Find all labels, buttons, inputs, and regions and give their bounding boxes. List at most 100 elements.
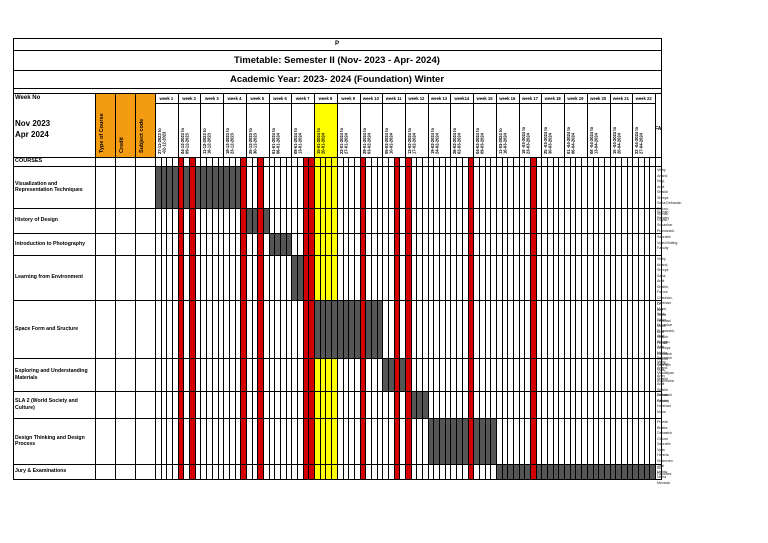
academic-year-subtitle: Academic Year: 2023- 2024 (Foundation) W… (229, 74, 445, 85)
grid-line (387, 157, 389, 479)
week-divider (200, 93, 202, 479)
grid-line (160, 157, 162, 479)
grid-line (319, 157, 321, 479)
header-cell-type-of-course-label (95, 93, 115, 157)
week-divider (450, 93, 452, 479)
week-label: week 6 (273, 96, 287, 101)
grid-line (535, 157, 537, 479)
week-dates: 08 -04-2024 to 13-04-2024 (588, 126, 599, 154)
week-divider (586, 93, 588, 479)
grid-line (626, 157, 628, 479)
week-divider (495, 93, 497, 479)
holiday-column (467, 157, 474, 479)
week-label: week 10 (362, 96, 379, 101)
frame-line (661, 38, 662, 93)
grid-line (512, 157, 514, 479)
grid-line (211, 157, 213, 479)
week-label: week 1 (159, 96, 174, 101)
week-label: week 16 (499, 96, 516, 101)
holiday-column (302, 157, 309, 479)
grid-line (643, 157, 645, 479)
grid-line (376, 157, 378, 479)
grid-line (422, 157, 424, 479)
week-label: week 15 (476, 96, 493, 101)
course-faculty: All Faculties (657, 466, 672, 476)
week-divider (473, 93, 475, 479)
grid-line (325, 157, 327, 479)
grid-line (620, 157, 622, 479)
grid-line (569, 157, 571, 479)
week-divider (268, 93, 270, 479)
term-label: Nov 2023 Apr 2024 (15, 119, 51, 139)
row-line (13, 166, 662, 167)
week-divider (223, 93, 225, 479)
week-label: week 17 (521, 96, 539, 101)
week-divider (564, 93, 566, 479)
grid-line (637, 157, 639, 479)
week-label: week 9 (341, 96, 356, 101)
grid-line (552, 157, 554, 479)
grid-line (530, 157, 531, 479)
grid-line (274, 157, 276, 479)
frame-line (13, 38, 14, 93)
grid-line (172, 157, 174, 479)
holiday-column (530, 157, 536, 479)
grid-line (524, 157, 526, 479)
grid-line (342, 157, 344, 479)
column-divider (155, 93, 156, 479)
week-dates: 26-02-2024 to 02-03-2024 (452, 128, 462, 154)
week-divider (245, 93, 247, 479)
grid-line (444, 157, 446, 479)
course-name: Introduction to Photography (15, 240, 86, 247)
week-divider (518, 93, 520, 479)
grid-line (399, 157, 401, 479)
grid-line (575, 157, 577, 479)
week-label: week 20 (590, 96, 607, 101)
scheduled-block (314, 300, 383, 358)
holiday-column (359, 157, 366, 479)
grid-line (490, 157, 492, 479)
column-divider (135, 93, 136, 479)
week-divider (314, 93, 316, 479)
grid-line (456, 157, 458, 479)
week-label: week 21 (612, 96, 629, 101)
frame-line (13, 50, 662, 51)
timetable-title: Timetable: Semester II (Nov- 2023 - Apr-… (234, 55, 440, 66)
grid-line (598, 157, 600, 479)
grid-line (410, 157, 412, 479)
holiday-column (257, 157, 263, 479)
grid-line (592, 157, 594, 479)
week-dates: 18-12-2023 to 23-12-2023 (225, 128, 235, 154)
row-line (13, 418, 662, 419)
grid-line (206, 157, 208, 479)
week-dates: 01 -04-2024 to 06-04-2024 (566, 126, 576, 154)
week-divider (336, 93, 338, 479)
grid-line (308, 157, 310, 479)
week-dates: 29-01-2024 to 03-02-2024 (361, 128, 371, 154)
holiday-column (177, 157, 184, 479)
grid-line (285, 157, 287, 479)
grid-line (478, 157, 480, 479)
holiday-column (189, 157, 195, 479)
course-faculty: Saurabh Vyas/Visiting Faculty (657, 235, 678, 250)
week-divider (609, 93, 611, 479)
week-dates: 08-01-2024 to 13-01-2024 (293, 128, 303, 154)
week-divider (427, 93, 429, 479)
grid-line (461, 157, 463, 479)
week-dates: 11-03-2024 to 16-03-2024 (497, 128, 508, 154)
grid-line (348, 157, 350, 479)
column-divider (13, 93, 14, 479)
grid-line (353, 157, 355, 479)
grid-line (183, 157, 185, 479)
week-label: week 11 (385, 96, 402, 101)
week-divider (177, 93, 179, 479)
week-label: week 4 (227, 96, 242, 101)
week-dates: 04-12-2023 to 09-12-2023 (179, 128, 190, 154)
course-name: Visualization and Representation Techniq… (15, 180, 83, 193)
holiday-column (405, 157, 411, 479)
grid-line (603, 157, 605, 479)
grid-line (370, 157, 372, 479)
row-line (13, 208, 662, 209)
grid-line (234, 157, 236, 479)
grid-line (581, 157, 583, 479)
